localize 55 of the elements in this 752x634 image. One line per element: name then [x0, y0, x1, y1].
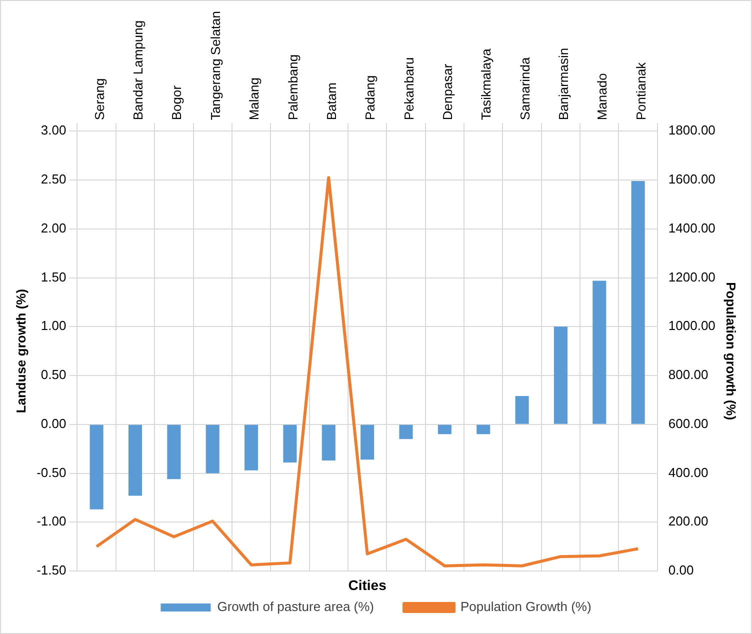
x-tick-label: Manado — [594, 73, 610, 120]
bar — [244, 424, 258, 470]
x-tick-label: Padang — [362, 75, 378, 120]
y2-tick-label: 1200.00 — [668, 269, 716, 284]
y-tick-label: 0.50 — [40, 367, 66, 382]
x-tick-label: Banjarmasin — [556, 48, 572, 120]
bar — [90, 424, 104, 510]
bar — [206, 424, 220, 474]
bar — [515, 396, 529, 424]
bar — [631, 180, 645, 424]
x-tick-label: Tangerang Selatan — [208, 10, 223, 120]
y-tick-label: 1.00 — [40, 318, 66, 334]
x-tick-label: Palembang — [285, 54, 300, 120]
x-axis-title: Cities — [348, 576, 387, 593]
x-tick-label: Samarinda — [517, 56, 532, 120]
bar — [167, 424, 181, 480]
x-tick-label: Serang — [92, 78, 107, 120]
x-tick-label: Batam — [324, 82, 339, 120]
x-tick-label: Bogor — [169, 84, 184, 120]
legend-label: Population Growth (%) — [460, 599, 592, 614]
y-tick-label: 2.50 — [40, 172, 66, 187]
x-tick-label: Bandar Lampung — [130, 20, 146, 120]
x-tick-label: Pekanbaru — [401, 57, 416, 120]
y-tick-label: -1.50 — [36, 562, 66, 578]
y-axis-title: Landuse growth (%) — [13, 288, 28, 414]
x-tick-label: Tasikmalaya — [478, 48, 494, 120]
y2-tick-label: 1400.00 — [668, 220, 716, 236]
bar — [554, 326, 568, 424]
y-tick-label: 3.00 — [40, 122, 66, 138]
y2-tick-label: 1800.00 — [668, 122, 716, 138]
y-tick-label: -1.00 — [36, 514, 66, 529]
bar — [476, 424, 490, 434]
bar — [283, 424, 297, 462]
x-tick-label: Malang — [246, 78, 262, 120]
y2-tick-label: 200.00 — [668, 514, 708, 529]
y2-tick-label: 1600.00 — [668, 172, 716, 187]
y2-tick-label: 800.00 — [668, 367, 708, 382]
y2-tick-label: 600.00 — [668, 416, 708, 431]
bar — [399, 424, 413, 440]
legend-label: Growth of pasture area (%) — [217, 599, 374, 614]
x-tick-label: Pontianak — [633, 62, 648, 120]
x-tick-label: Denpasar — [440, 63, 455, 120]
bar — [360, 424, 374, 460]
y2-tick-label: 1000.00 — [668, 318, 716, 334]
y-tick-label: -0.50 — [36, 464, 66, 480]
bar — [438, 424, 452, 434]
y2-axis-title: Population growth (%) — [724, 282, 739, 420]
y-tick-label: 2.00 — [40, 220, 66, 236]
y2-tick-label: 400.00 — [668, 464, 708, 480]
bar — [128, 424, 142, 496]
bar — [322, 424, 336, 461]
y-tick-label: 1.50 — [40, 269, 66, 284]
y2-tick-label: 0.00 — [668, 562, 694, 578]
y-tick-label: 0.00 — [40, 416, 66, 431]
bar — [592, 280, 606, 424]
